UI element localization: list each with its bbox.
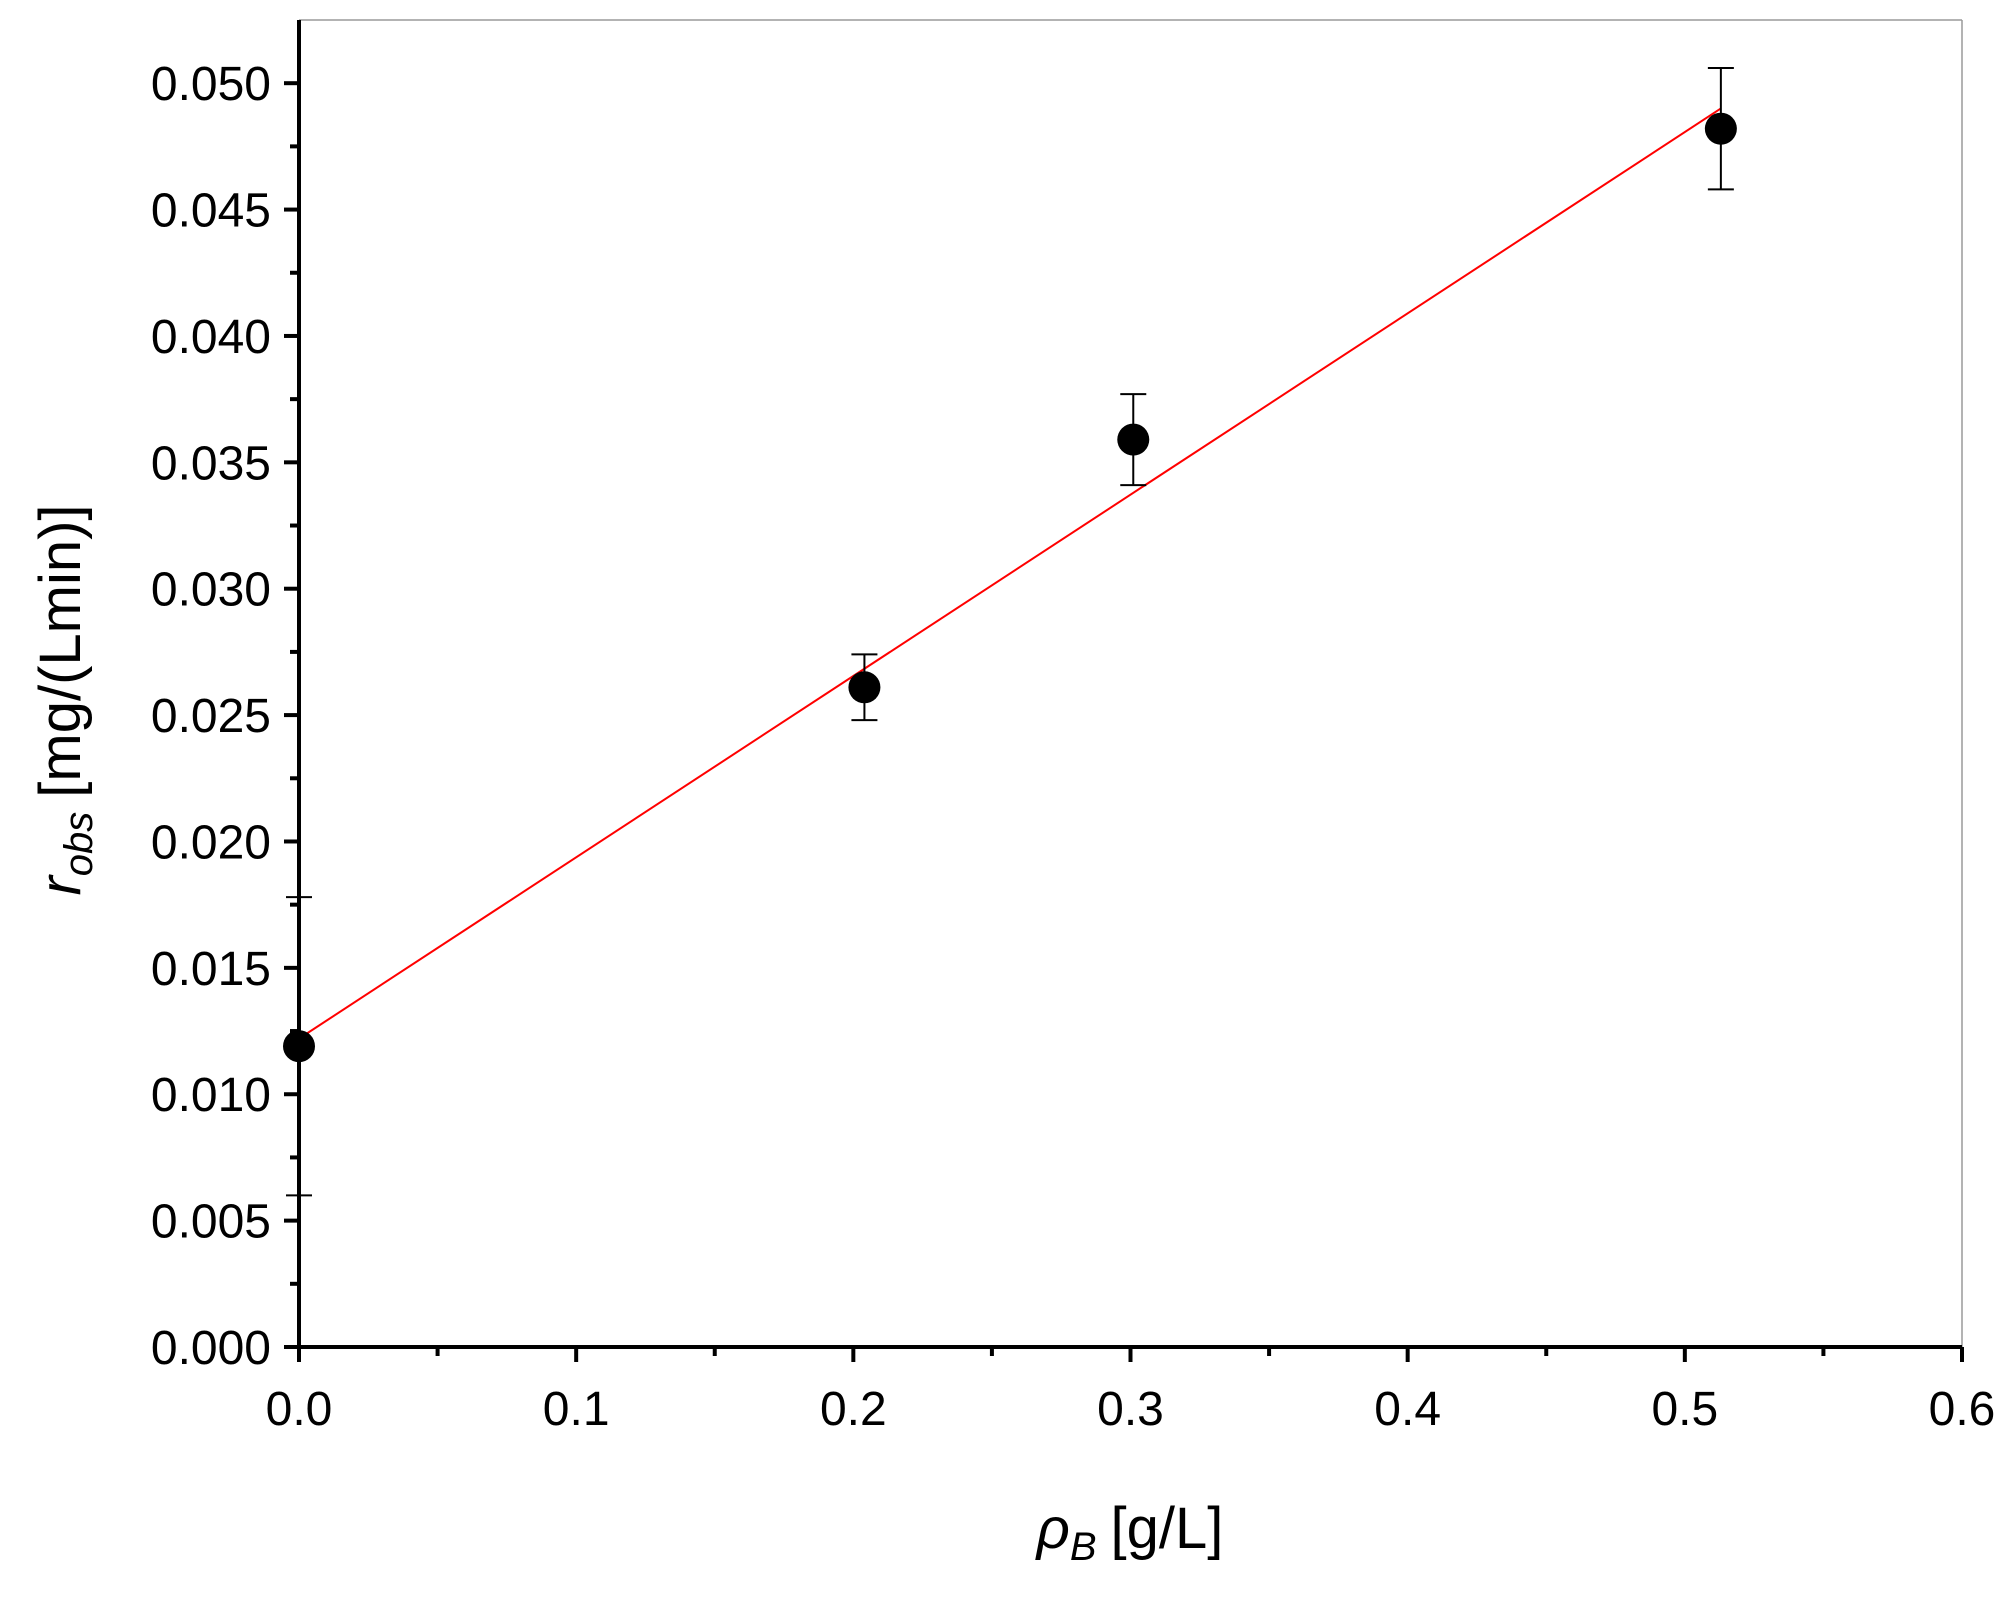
y-tick-label: 0.035 (151, 437, 271, 490)
y-tick-label: 0.040 (151, 311, 271, 364)
y-axis-symbol: r (28, 874, 93, 896)
y-tick-label: 0.005 (151, 1196, 271, 1249)
fit-line (298, 107, 1722, 1040)
x-tick-label: 0.5 (1651, 1383, 1718, 1436)
x-tick-label: 0.2 (820, 1383, 887, 1436)
x-tick-label: 0.6 (1929, 1383, 1996, 1436)
plot-frame (299, 19, 1963, 1347)
data-point-group (1117, 393, 1150, 487)
x-tick-label: 0.0 (266, 1383, 333, 1436)
x-axis-title: ρB [g/L] (1035, 1496, 1224, 1569)
y-tick-label: 0.020 (151, 816, 271, 869)
x-tick-label: 0.4 (1374, 1383, 1441, 1436)
y-tick-label: 0.015 (151, 943, 271, 996)
y-tick-label: 0.000 (151, 1322, 271, 1375)
data-point-group (1704, 67, 1737, 191)
y-tick-label: 0.045 (151, 185, 271, 238)
fit-line-layer (298, 107, 1722, 1040)
y-tick-label: 0.050 (151, 58, 271, 111)
y-axis-subscript: obs (57, 812, 101, 877)
x-tick-label: 0.3 (1097, 1383, 1164, 1436)
data-point-group (283, 896, 315, 1197)
data-points-layer (283, 67, 1737, 1197)
y-axis-unit: [mg/(Lmin)] (28, 504, 93, 797)
data-point (1704, 112, 1737, 145)
x-axis-symbol: ρ (1035, 1496, 1070, 1561)
x-axis: 0.0 0.1 0.2 0.3 0.4 0.5 0.6 (266, 1345, 1996, 1436)
data-point-group (848, 653, 881, 722)
x-tick-label: 0.1 (543, 1383, 610, 1436)
y-tick-label: 0.030 (151, 564, 271, 617)
data-point (848, 671, 881, 704)
x-axis-subscript: B (1070, 1525, 1097, 1569)
y-tick-label: 0.010 (151, 1069, 271, 1122)
data-point (283, 1030, 315, 1063)
y-axis-title: robs [mg/(Lmin)] (28, 504, 101, 895)
x-axis-unit: [g/L] (1111, 1496, 1224, 1561)
y-tick-label: 0.025 (151, 690, 271, 743)
data-point (1117, 423, 1150, 456)
